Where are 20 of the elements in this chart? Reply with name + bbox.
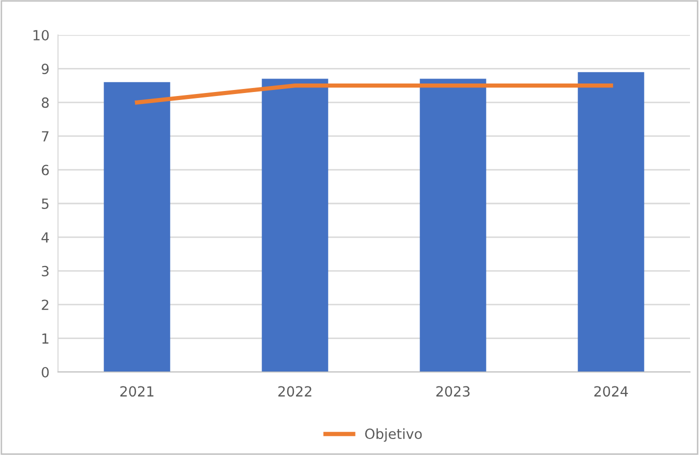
y-tick-label: 0 <box>42 366 49 378</box>
x-tick-label: 2023 <box>436 386 470 397</box>
y-tick-label: 7 <box>42 131 48 142</box>
y-tick-label: 1 <box>42 333 48 344</box>
y-tick-label: 8 <box>42 97 49 108</box>
legend-label: Objetivo <box>365 428 422 442</box>
y-tick-label: 3 <box>42 266 49 276</box>
bar <box>578 72 644 372</box>
y-tick-label: 2 <box>42 300 48 310</box>
y-tick-label: 4 <box>42 232 49 242</box>
x-tick-label: 2021 <box>120 386 154 397</box>
x-tick-label: 2022 <box>278 386 312 397</box>
y-tick-label: 6 <box>42 164 49 176</box>
bar <box>262 78 328 372</box>
x-tick-label: 2024 <box>594 386 628 397</box>
y-tick-label: 5 <box>42 198 48 209</box>
bar <box>420 78 486 372</box>
bar <box>104 82 170 372</box>
y-tick-label: 10 <box>34 30 49 40</box>
y-tick-label: 9 <box>42 64 49 74</box>
